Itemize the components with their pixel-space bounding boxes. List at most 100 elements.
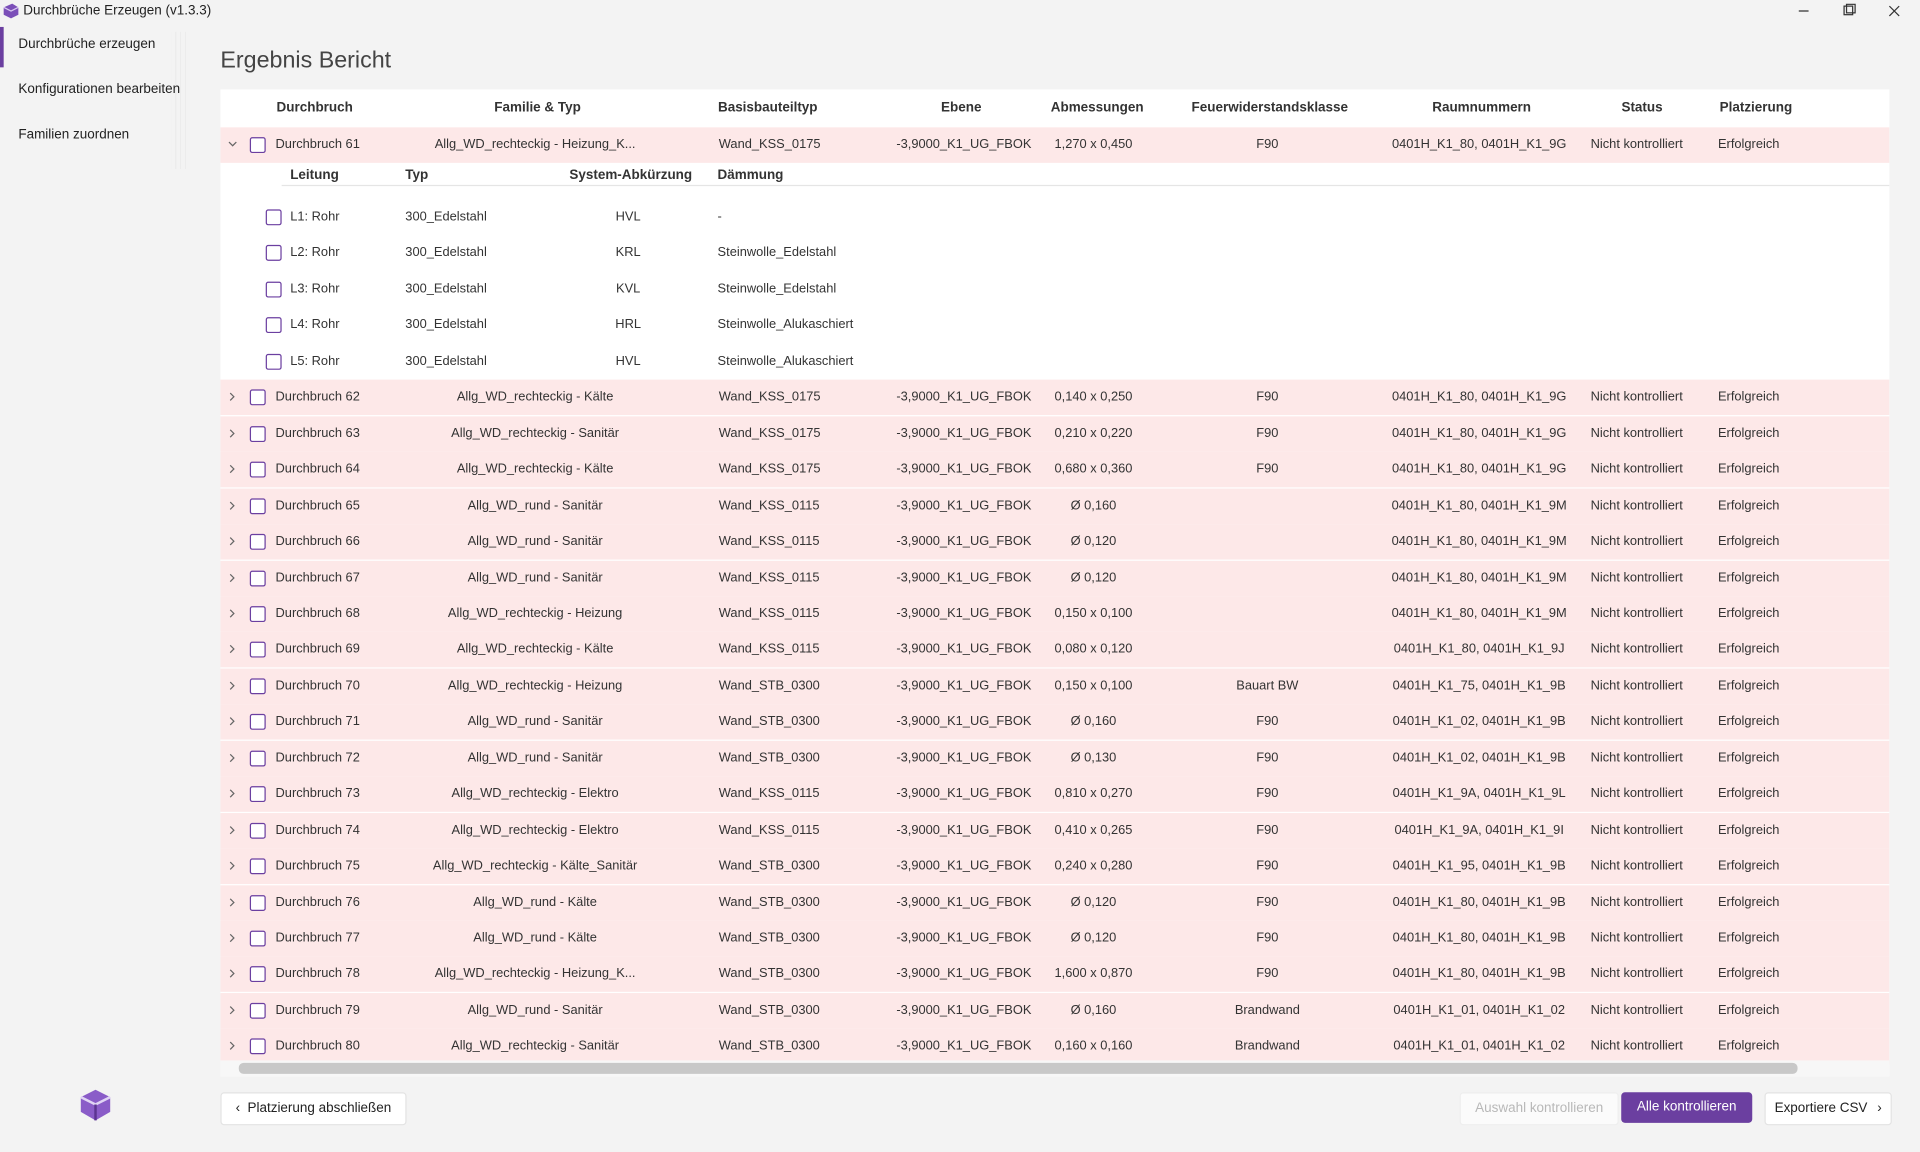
cell: -3,9000_K1_UG_FBOK bbox=[896, 678, 1032, 693]
column-header: Ebene bbox=[941, 100, 982, 116]
expand-toggle[interactable] bbox=[228, 933, 238, 943]
cell: F90 bbox=[1256, 822, 1279, 838]
cell: Durchbruch 68 bbox=[275, 606, 360, 621]
row-checkbox[interactable] bbox=[249, 642, 266, 659]
h-scrollbar[interactable] bbox=[220, 1060, 1890, 1077]
row-checkbox[interactable] bbox=[249, 533, 266, 550]
cell: Bauart BW bbox=[1236, 678, 1299, 693]
row-checkbox[interactable] bbox=[249, 678, 266, 695]
expand-toggle[interactable] bbox=[228, 392, 238, 402]
check-all-button[interactable]: Alle kontrollieren bbox=[1621, 1092, 1753, 1123]
row-checkbox[interactable] bbox=[249, 822, 266, 839]
row-background bbox=[220, 127, 1890, 163]
cell: Nicht kontrolliert bbox=[1590, 606, 1683, 621]
expand-toggle[interactable] bbox=[228, 464, 238, 474]
cell: Allg_WD_rund - Sanitär bbox=[467, 497, 603, 513]
row-checkbox[interactable] bbox=[249, 570, 266, 586]
column-header: Feuerwiderstandsklasse bbox=[1191, 100, 1349, 116]
cell: 0,240 x 0,280 bbox=[1054, 858, 1133, 874]
expand-toggle[interactable] bbox=[228, 1005, 238, 1015]
row-background bbox=[220, 848, 1890, 885]
cell: Erfolgreich bbox=[1717, 642, 1780, 657]
row-checkbox[interactable] bbox=[249, 1002, 266, 1019]
row-checkbox[interactable] bbox=[249, 930, 266, 947]
column-header: Abmessungen bbox=[1050, 100, 1144, 116]
row-checkbox[interactable] bbox=[249, 1038, 266, 1055]
cell: Brandwand bbox=[1234, 1038, 1300, 1054]
nav-item[interactable]: Familien zuordnen bbox=[18, 127, 130, 143]
column-header: Familie & Typ bbox=[494, 100, 581, 116]
cell: Wand_STB_0300 bbox=[718, 894, 820, 910]
cell: 0,150 x 0,100 bbox=[1054, 678, 1133, 693]
cell: 0401H_K1_80, 0401H_K1_9G bbox=[1391, 461, 1567, 477]
row-checkbox[interactable] bbox=[249, 425, 266, 442]
row-checkbox[interactable] bbox=[249, 389, 266, 406]
export-button[interactable]: Exportiere CSV › bbox=[1764, 1092, 1892, 1126]
window-controls[interactable] bbox=[1795, 3, 1905, 19]
cell: Nicht kontrolliert bbox=[1590, 1002, 1683, 1018]
expand-toggle[interactable] bbox=[228, 825, 238, 835]
cell: -3,9000_K1_UG_FBOK bbox=[896, 786, 1032, 802]
detail-header: Leitung bbox=[290, 167, 339, 183]
expand-toggle[interactable] bbox=[228, 969, 238, 979]
nav-item[interactable]: Konfigurationen bearbeiten bbox=[18, 82, 181, 97]
cell: Durchbruch 74 bbox=[275, 822, 360, 838]
cell: Nicht kontrolliert bbox=[1590, 858, 1683, 874]
expand-toggle[interactable] bbox=[228, 1041, 238, 1051]
detail-checkbox[interactable] bbox=[265, 353, 282, 370]
cell: Durchbruch 75 bbox=[275, 858, 360, 874]
detail-header: Typ bbox=[405, 167, 429, 183]
row-checkbox[interactable] bbox=[249, 497, 266, 514]
cell: Allg_WD_rund - Sanitär bbox=[467, 533, 603, 549]
row-checkbox[interactable] bbox=[249, 858, 266, 875]
row-checkbox[interactable] bbox=[249, 966, 266, 983]
expand-toggle[interactable] bbox=[228, 681, 238, 691]
expand-toggle[interactable] bbox=[228, 897, 238, 907]
expand-toggle[interactable] bbox=[228, 861, 238, 871]
detail-checkbox[interactable] bbox=[265, 281, 282, 298]
detail-cell: HRL bbox=[615, 317, 642, 333]
row-checkbox[interactable] bbox=[249, 786, 266, 803]
cell: Nicht kontrolliert bbox=[1590, 930, 1683, 946]
finish-button[interactable]: ‹ Platzierung abschließen bbox=[220, 1092, 407, 1126]
detail-checkbox[interactable] bbox=[265, 209, 282, 226]
cell: Erfolgreich bbox=[1717, 858, 1780, 874]
cell: 0401H_K1_80, 0401H_K1_9G bbox=[1391, 425, 1567, 441]
cell: -3,9000_K1_UG_FBOK bbox=[896, 137, 1032, 152]
cell: Allg_WD_rechteckig - Heizung bbox=[447, 606, 623, 621]
expand-toggle[interactable] bbox=[228, 500, 238, 510]
cell: Wand_STB_0300 bbox=[718, 1002, 820, 1018]
row-checkbox[interactable] bbox=[249, 750, 266, 767]
expand-toggle[interactable] bbox=[228, 536, 238, 546]
cell: F90 bbox=[1256, 461, 1279, 477]
expand-toggle[interactable] bbox=[228, 789, 238, 799]
detail-checkbox[interactable] bbox=[265, 317, 282, 334]
cell: -3,9000_K1_UG_FBOK bbox=[896, 497, 1032, 513]
row-checkbox[interactable] bbox=[249, 137, 266, 154]
check-selection-button[interactable]: Auswahl kontrollieren bbox=[1459, 1092, 1619, 1126]
row-checkbox[interactable] bbox=[249, 606, 266, 622]
collapse-toggle[interactable] bbox=[228, 140, 238, 150]
expand-toggle[interactable] bbox=[228, 428, 238, 438]
expand-toggle[interactable] bbox=[228, 753, 238, 763]
column-header: Status bbox=[1621, 100, 1663, 116]
detail-checkbox[interactable] bbox=[265, 245, 282, 262]
nav-item[interactable]: Durchbrüche erzeugen bbox=[18, 36, 156, 52]
row-background bbox=[220, 452, 1890, 488]
row-checkbox[interactable] bbox=[249, 461, 266, 478]
button-label: Exportiere CSV bbox=[1774, 1100, 1868, 1116]
expand-toggle[interactable] bbox=[228, 645, 238, 655]
cell: Durchbruch 65 bbox=[275, 497, 360, 513]
detail-cell: 300_Edelstahl bbox=[405, 317, 487, 333]
detail-cell: L1: Rohr bbox=[290, 209, 340, 225]
cell: Durchbruch 62 bbox=[275, 389, 360, 405]
cell: 0401H_K1_80, 0401H_K1_9B bbox=[1392, 930, 1566, 946]
expand-toggle[interactable] bbox=[228, 608, 238, 618]
expand-toggle[interactable] bbox=[228, 572, 238, 582]
scroll-thumb[interactable] bbox=[238, 1062, 1798, 1074]
row-background bbox=[220, 560, 1890, 596]
row-checkbox[interactable] bbox=[249, 714, 266, 731]
expand-toggle[interactable] bbox=[228, 717, 238, 727]
cell: -3,9000_K1_UG_FBOK bbox=[896, 461, 1032, 477]
row-checkbox[interactable] bbox=[249, 894, 266, 911]
